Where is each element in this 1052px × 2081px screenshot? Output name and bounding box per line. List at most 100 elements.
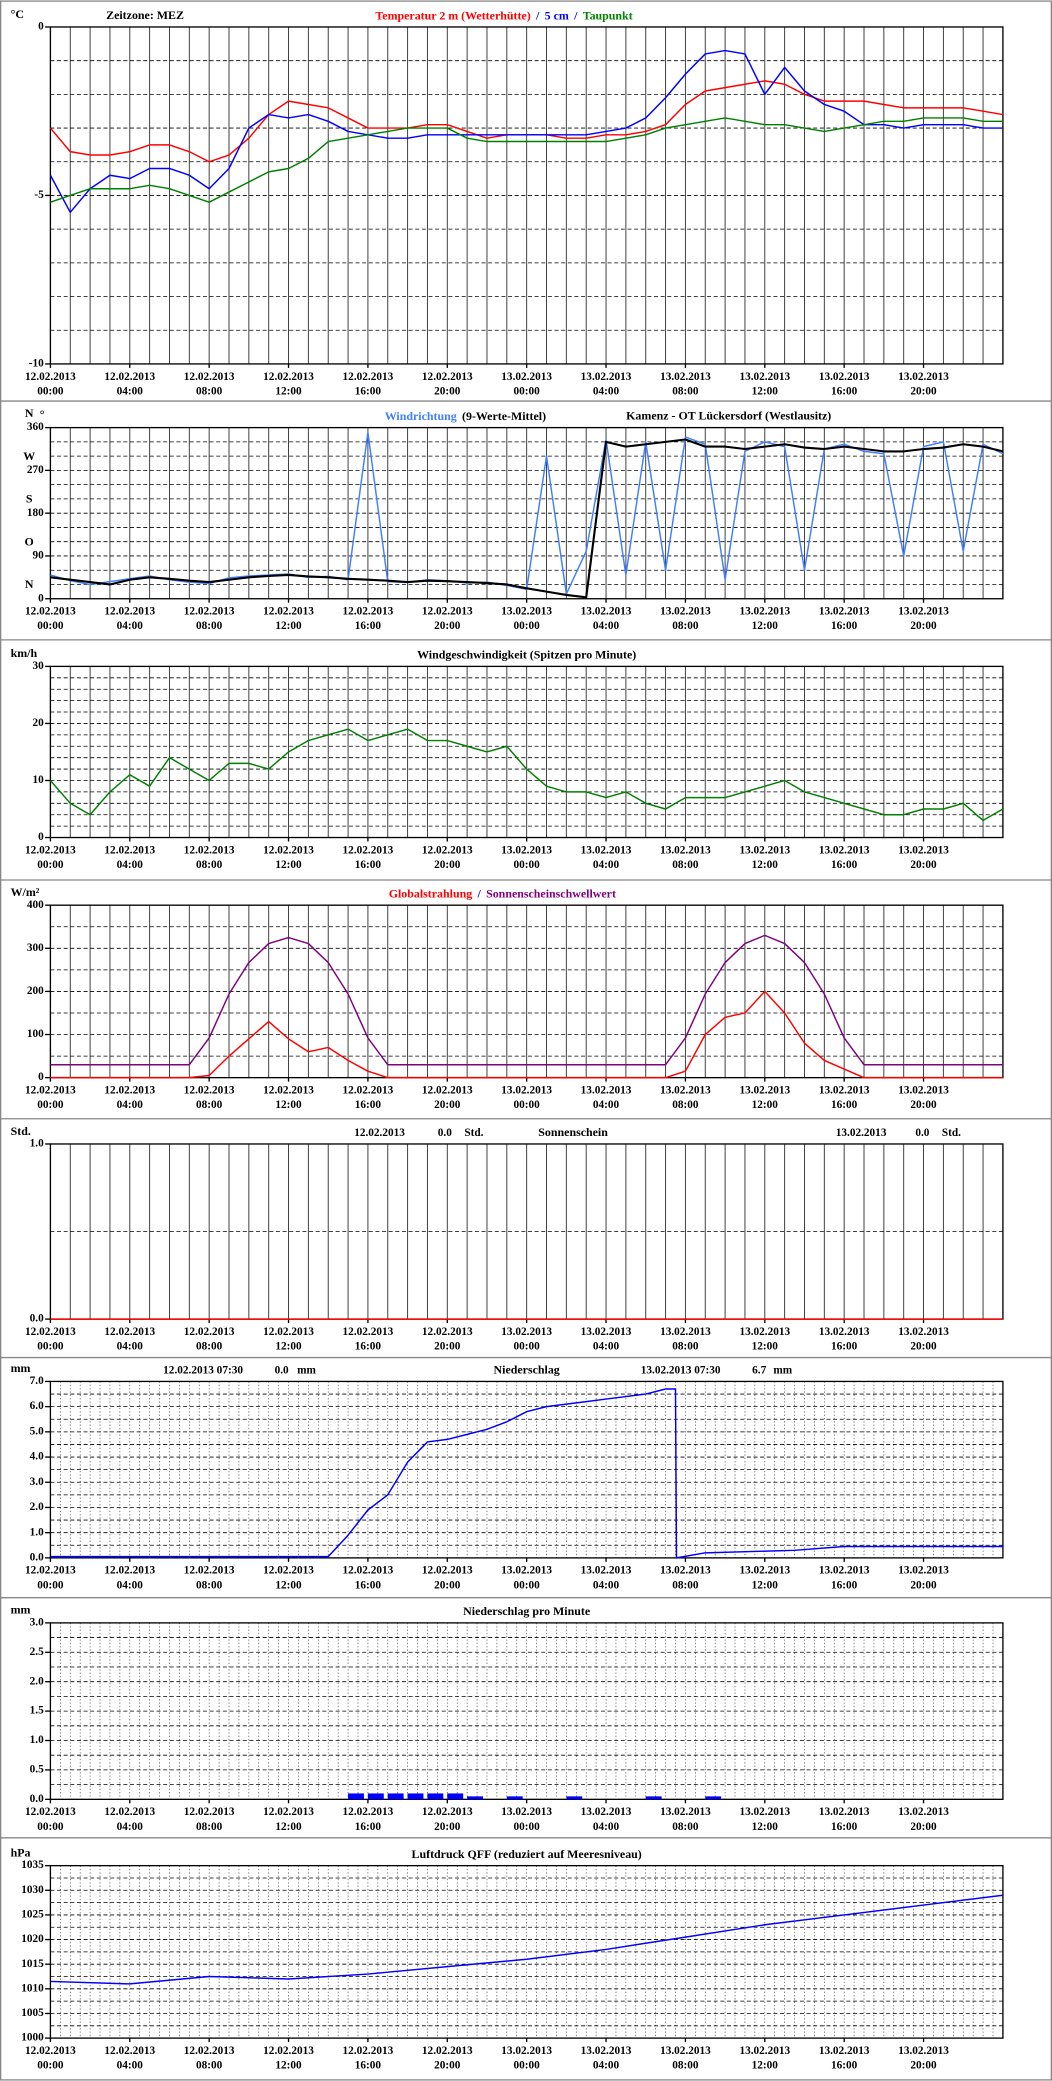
x-tick-time: 04:00 bbox=[593, 1099, 620, 1111]
x-tick-time: 04:00 bbox=[117, 620, 144, 632]
x-tick-date: 13.02.2013 bbox=[898, 2045, 949, 2057]
y-tick-label: 1035 bbox=[21, 1859, 44, 1871]
x-tick-time: 12:00 bbox=[752, 620, 779, 632]
y-tick-label: -5 bbox=[34, 189, 44, 201]
x-tick-time: 08:00 bbox=[196, 1341, 223, 1353]
compass-label: N bbox=[25, 577, 34, 591]
x-tick-time: 12:00 bbox=[275, 620, 302, 632]
x-tick-date: 13.02.2013 bbox=[898, 371, 949, 383]
x-tick-date: 13.02.2013 bbox=[819, 1806, 870, 1818]
x-tick-date: 12.02.2013 bbox=[184, 371, 235, 383]
x-tick-date: 12.02.2013 bbox=[343, 844, 394, 856]
x-tick-date: 13.02.2013 bbox=[739, 606, 790, 618]
series-line bbox=[49, 49, 1003, 214]
y-tick-label: 0 bbox=[38, 592, 44, 604]
compass-label: N bbox=[25, 406, 34, 420]
y-tick-label: 270 bbox=[27, 464, 44, 476]
legend: Globalstrahlung / Sonnenscheinschwellwert bbox=[389, 886, 616, 900]
y-tick-label: 6.0 bbox=[30, 1400, 44, 1412]
y-tick-label: 1020 bbox=[21, 1933, 44, 1945]
x-tick-date: 12.02.2013 bbox=[263, 606, 314, 618]
x-tick-date: 12.02.2013 bbox=[184, 844, 235, 856]
x-tick-date: 12.02.2013 bbox=[184, 1806, 235, 1818]
x-tick-date: 13.02.2013 bbox=[898, 1326, 949, 1338]
x-tick-time: 00:00 bbox=[37, 1099, 64, 1111]
series-line bbox=[50, 117, 1003, 203]
x-tick-time: 08:00 bbox=[196, 385, 223, 397]
x-tick-time: 20:00 bbox=[434, 2060, 461, 2072]
y-tick-label: 2.0 bbox=[30, 1501, 44, 1513]
x-tick-time: 16:00 bbox=[355, 1099, 382, 1111]
series-line bbox=[50, 1894, 1004, 1985]
total-value: 6.7 bbox=[752, 1364, 766, 1376]
x-tick-time: 16:00 bbox=[831, 2060, 858, 2072]
x-tick-time: 12:00 bbox=[275, 1341, 302, 1353]
legend-entry: Windrichtung bbox=[385, 409, 457, 423]
x-tick-date: 13.02.2013 bbox=[739, 1806, 790, 1818]
x-tick-time: 04:00 bbox=[593, 1821, 620, 1833]
x-tick-time: 04:00 bbox=[117, 1341, 144, 1353]
legend-separator: / bbox=[573, 8, 578, 22]
x-tick-date: 13.02.2013 bbox=[660, 1806, 711, 1818]
chart-title: Windgeschwindigkeit (Spitzen pro Minute) bbox=[417, 648, 636, 662]
x-tick-date: 12.02.2013 bbox=[104, 1326, 155, 1338]
x-tick-date: 13.02.2013 bbox=[581, 1085, 632, 1097]
x-tick-date: 12.02.2013 bbox=[25, 1326, 76, 1338]
y-axis-label: km/h bbox=[11, 646, 38, 660]
legend: Windrichtung (9-Werte-Mittel) bbox=[385, 409, 546, 423]
x-tick-date: 12.02.2013 bbox=[263, 371, 314, 383]
x-tick-time: 12:00 bbox=[752, 1341, 779, 1353]
x-tick-date: 12.02.2013 bbox=[422, 844, 473, 856]
legend-separator: / bbox=[535, 8, 540, 22]
y-tick-label: 200 bbox=[27, 985, 44, 997]
x-tick-time: 08:00 bbox=[672, 1821, 699, 1833]
x-tick-date: 13.02.2013 bbox=[581, 1565, 632, 1577]
compass-label: W bbox=[23, 449, 35, 463]
total-value: 0.0 bbox=[275, 1364, 289, 1376]
x-tick-time: 20:00 bbox=[910, 859, 937, 871]
x-tick-date: 12.02.2013 bbox=[422, 1085, 473, 1097]
x-tick-date: 13.02.2013 bbox=[898, 844, 949, 856]
x-tick-date: 13.02.2013 bbox=[739, 1085, 790, 1097]
x-tick-date: 12.02.2013 bbox=[343, 1326, 394, 1338]
y-tick-label: 1.0 bbox=[30, 1734, 44, 1746]
x-tick-time: 20:00 bbox=[434, 620, 461, 632]
y-tick-label: 7.0 bbox=[30, 1375, 44, 1387]
bar bbox=[348, 1793, 364, 1800]
x-tick-date: 13.02.2013 bbox=[819, 844, 870, 856]
x-tick-date: 13.02.2013 bbox=[501, 1085, 552, 1097]
x-tick-date: 12.02.2013 bbox=[422, 606, 473, 618]
bar bbox=[447, 1793, 464, 1800]
x-tick-time: 08:00 bbox=[672, 1579, 699, 1591]
legend-entry: Sonnenscheinschwellwert bbox=[486, 886, 616, 900]
total-unit: mm bbox=[773, 1364, 792, 1376]
x-tick-time: 20:00 bbox=[910, 385, 937, 397]
x-tick-date: 12.02.2013 bbox=[184, 1565, 235, 1577]
x-tick-date: 13.02.2013 bbox=[898, 1565, 949, 1577]
x-tick-time: 08:00 bbox=[196, 620, 223, 632]
x-tick-date: 13.02.2013 bbox=[581, 844, 632, 856]
x-tick-date: 13.02.2013 bbox=[501, 371, 552, 383]
x-tick-time: 08:00 bbox=[672, 1341, 699, 1353]
x-tick-date: 12.02.2013 bbox=[104, 2045, 155, 2057]
series-line bbox=[50, 438, 1004, 599]
x-tick-time: 08:00 bbox=[196, 2060, 223, 2072]
x-tick-time: 08:00 bbox=[196, 1099, 223, 1111]
x-tick-time: 12:00 bbox=[275, 1579, 302, 1591]
x-tick-date: 12.02.2013 bbox=[422, 1326, 473, 1338]
x-tick-time: 20:00 bbox=[910, 1341, 937, 1353]
chart-subtitle: Kamenz - OT Lückersdorf (Westlausitz) bbox=[626, 409, 831, 423]
x-tick-date: 13.02.2013 bbox=[660, 2045, 711, 2057]
y-axis-label: ° bbox=[40, 407, 45, 421]
x-tick-time: 12:00 bbox=[275, 859, 302, 871]
x-tick-date: 12.02.2013 bbox=[25, 2045, 76, 2057]
chart-title: Niederschlag pro Minute bbox=[463, 1604, 590, 1618]
x-tick-date: 13.02.2013 bbox=[739, 844, 790, 856]
total-date: 12.02.2013 07:30 bbox=[163, 1364, 243, 1376]
x-tick-date: 13.02.2013 bbox=[660, 1085, 711, 1097]
x-tick-date: 13.02.2013 bbox=[819, 1085, 870, 1097]
x-tick-date: 13.02.2013 bbox=[739, 1565, 790, 1577]
y-tick-label: 1025 bbox=[21, 1909, 44, 1921]
